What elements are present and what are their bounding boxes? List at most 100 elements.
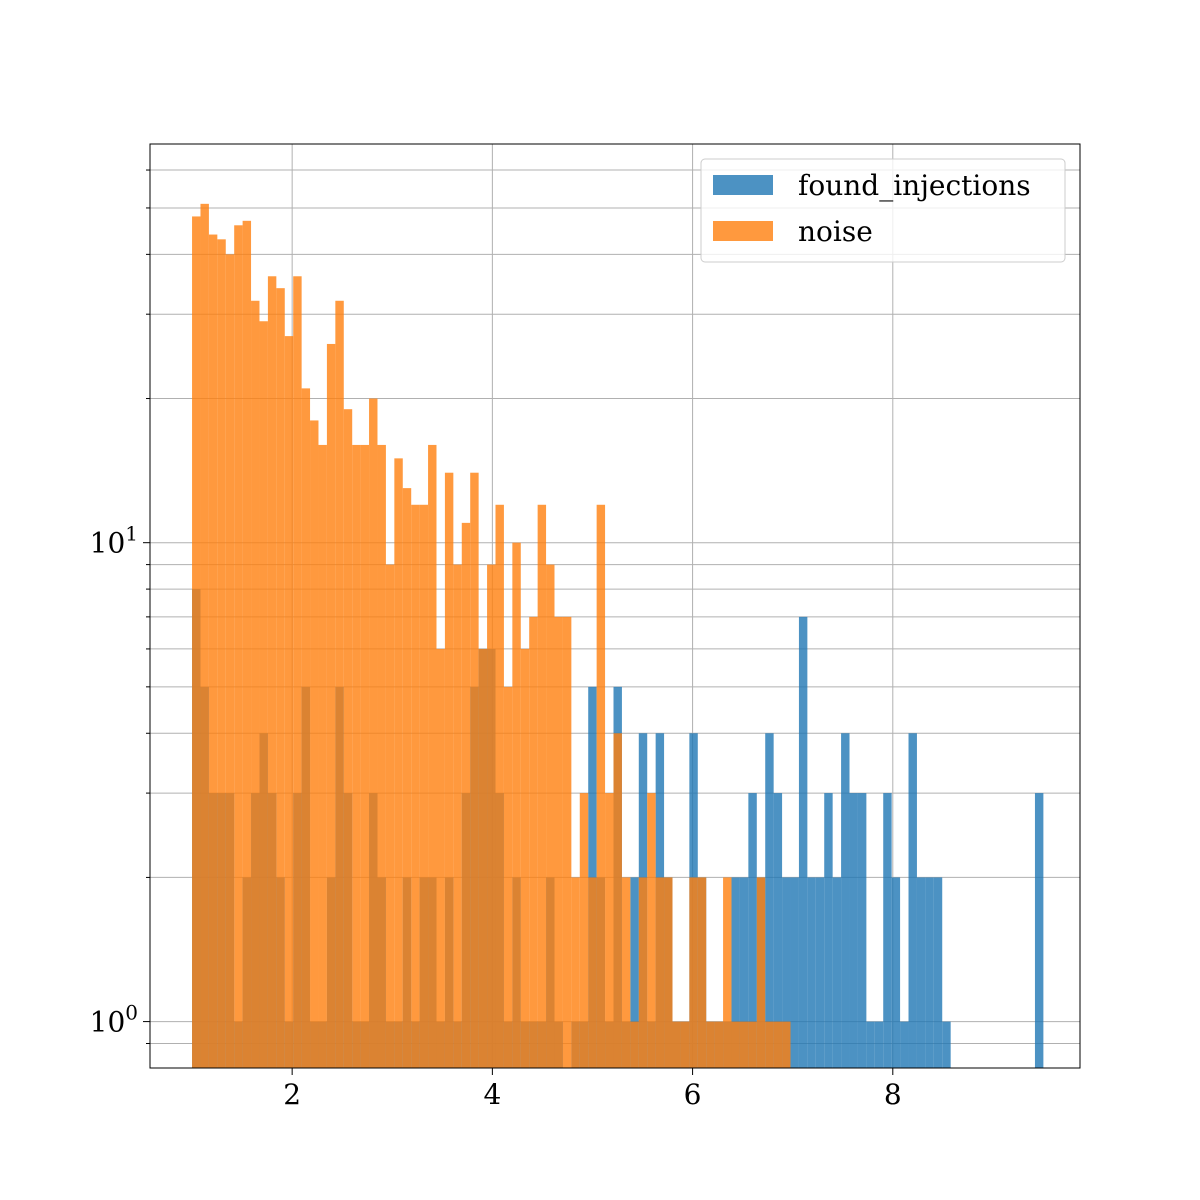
found-injections-bar	[866, 1021, 875, 1068]
noise-bar	[335, 300, 344, 1068]
x-tick-label: 8	[884, 1078, 902, 1111]
found-injections-bar	[748, 793, 757, 1068]
found-injections-bar	[942, 1021, 951, 1068]
noise-bar	[706, 1021, 715, 1068]
noise-bar	[554, 616, 563, 1068]
noise-bar	[562, 616, 572, 1068]
noise-bar	[765, 1021, 774, 1068]
noise-bar	[680, 1021, 690, 1068]
noise-bar	[782, 1021, 791, 1068]
noise-bar	[419, 504, 429, 1068]
noise-bar	[512, 542, 521, 1068]
noise-bar	[360, 444, 370, 1068]
noise-bar	[630, 1021, 639, 1068]
noise-bar	[773, 1021, 783, 1068]
found-injections-bar	[731, 877, 740, 1068]
noise-bar	[664, 877, 673, 1068]
noise-bar	[478, 648, 488, 1068]
found-injections-bar	[824, 793, 833, 1068]
noise-bar	[697, 877, 707, 1068]
noise-bar	[495, 504, 504, 1068]
noise-bar	[436, 648, 445, 1068]
noise-bar	[284, 336, 294, 1069]
noise-bar	[208, 234, 218, 1068]
noise-bar	[377, 444, 386, 1068]
noise-bar	[200, 203, 209, 1068]
noise-bar	[385, 564, 395, 1068]
legend-label-found-injections: found_injections	[798, 169, 1031, 202]
found-injections-bar	[841, 733, 850, 1068]
found-injections-bar	[908, 733, 917, 1068]
legend-label-noise: noise	[798, 215, 873, 248]
ticks: 2 4 6 8 100 101	[90, 169, 902, 1111]
found-injections-bar	[849, 793, 858, 1068]
plot-frame	[149, 143, 1081, 1069]
noise-bar	[394, 458, 403, 1068]
found-injections-bar	[807, 877, 816, 1068]
noise-bar	[756, 877, 766, 1068]
x-tick-label: 2	[283, 1078, 301, 1111]
noise-bar	[546, 564, 555, 1068]
found-injections-bar	[739, 877, 749, 1068]
found-injections-bar	[765, 733, 774, 1068]
noise-bar	[461, 522, 471, 1068]
noise-bar	[259, 321, 268, 1069]
noise-bar	[217, 239, 226, 1068]
legend-box	[700, 158, 1066, 263]
found-injections-bar	[933, 877, 943, 1068]
found-injections-bar	[782, 877, 791, 1068]
x-tick-label: 4	[483, 1078, 501, 1111]
noise-bar	[731, 1021, 740, 1068]
noise-bar	[672, 1021, 681, 1068]
legend-swatch-noise	[713, 221, 773, 241]
found-injections-bar	[832, 877, 842, 1068]
noise-bar	[613, 733, 622, 1068]
noise-bar	[444, 472, 454, 1068]
legend-swatch-found-injections	[713, 175, 773, 195]
noise-bar	[267, 276, 277, 1069]
noise-bar	[453, 564, 462, 1068]
noise-bar	[276, 288, 285, 1068]
noise-bar	[503, 686, 513, 1068]
noise-bar	[714, 1021, 724, 1068]
noise-bar	[369, 398, 378, 1068]
noise-bar	[588, 877, 597, 1068]
noise-bar	[470, 472, 479, 1068]
x-tick-label: 6	[684, 1078, 702, 1111]
noise-bar	[571, 877, 580, 1068]
noise-bar	[487, 564, 496, 1068]
found-injections-bar	[900, 1021, 909, 1068]
noise-bar	[748, 1021, 757, 1068]
noise-bar	[537, 504, 547, 1068]
found-injections-bar	[630, 877, 639, 1068]
found-injections-bar	[916, 877, 926, 1068]
y-tick-label: 101	[90, 522, 138, 560]
noise-bar	[411, 504, 420, 1068]
noise-bar	[655, 877, 665, 1068]
found-injections-bar	[815, 877, 825, 1068]
noise-bar	[723, 877, 732, 1068]
noise-bar	[343, 409, 353, 1068]
noise-bar	[579, 793, 589, 1068]
noise-bar	[251, 300, 260, 1068]
noise-bar	[301, 388, 311, 1068]
noise-bar	[310, 420, 319, 1068]
noise-bar	[689, 877, 698, 1068]
found-injections-bar	[874, 1021, 884, 1068]
found-injections-bar	[1034, 793, 1044, 1068]
noise-bar	[638, 877, 648, 1068]
bars	[192, 203, 1044, 1069]
noise-bar	[520, 648, 530, 1068]
noise-bar	[192, 216, 201, 1068]
noise-bar	[242, 220, 252, 1069]
noise-bar	[621, 877, 631, 1068]
noise-bar	[529, 616, 538, 1068]
found-injections-bar	[773, 793, 783, 1068]
noise-bar	[647, 793, 656, 1068]
found-injections-bar	[925, 877, 934, 1068]
noise-bar	[605, 793, 614, 1068]
noise-bar	[225, 254, 235, 1069]
noise-bar	[234, 225, 243, 1069]
